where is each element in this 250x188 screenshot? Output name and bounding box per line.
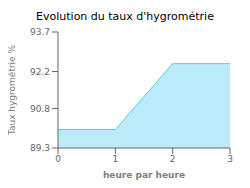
svg-text:heure par heure: heure par heure	[103, 170, 185, 180]
svg-text:Taux hygrométrie %: Taux hygrométrie %	[8, 44, 17, 136]
svg-text:90.8: 90.8	[30, 104, 50, 114]
svg-text:2: 2	[170, 154, 176, 164]
svg-text:92.2: 92.2	[30, 67, 50, 77]
html-text:Evolution du taux d'hygrométri: Evolution du taux d'hygrométrie	[36, 10, 214, 23]
svg-text:0: 0	[55, 154, 61, 164]
svg-text:93.7: 93.7	[30, 27, 50, 37]
svg-text:3: 3	[227, 154, 233, 164]
svg-text:1: 1	[112, 154, 118, 164]
svg-text:89.3: 89.3	[30, 143, 50, 153]
